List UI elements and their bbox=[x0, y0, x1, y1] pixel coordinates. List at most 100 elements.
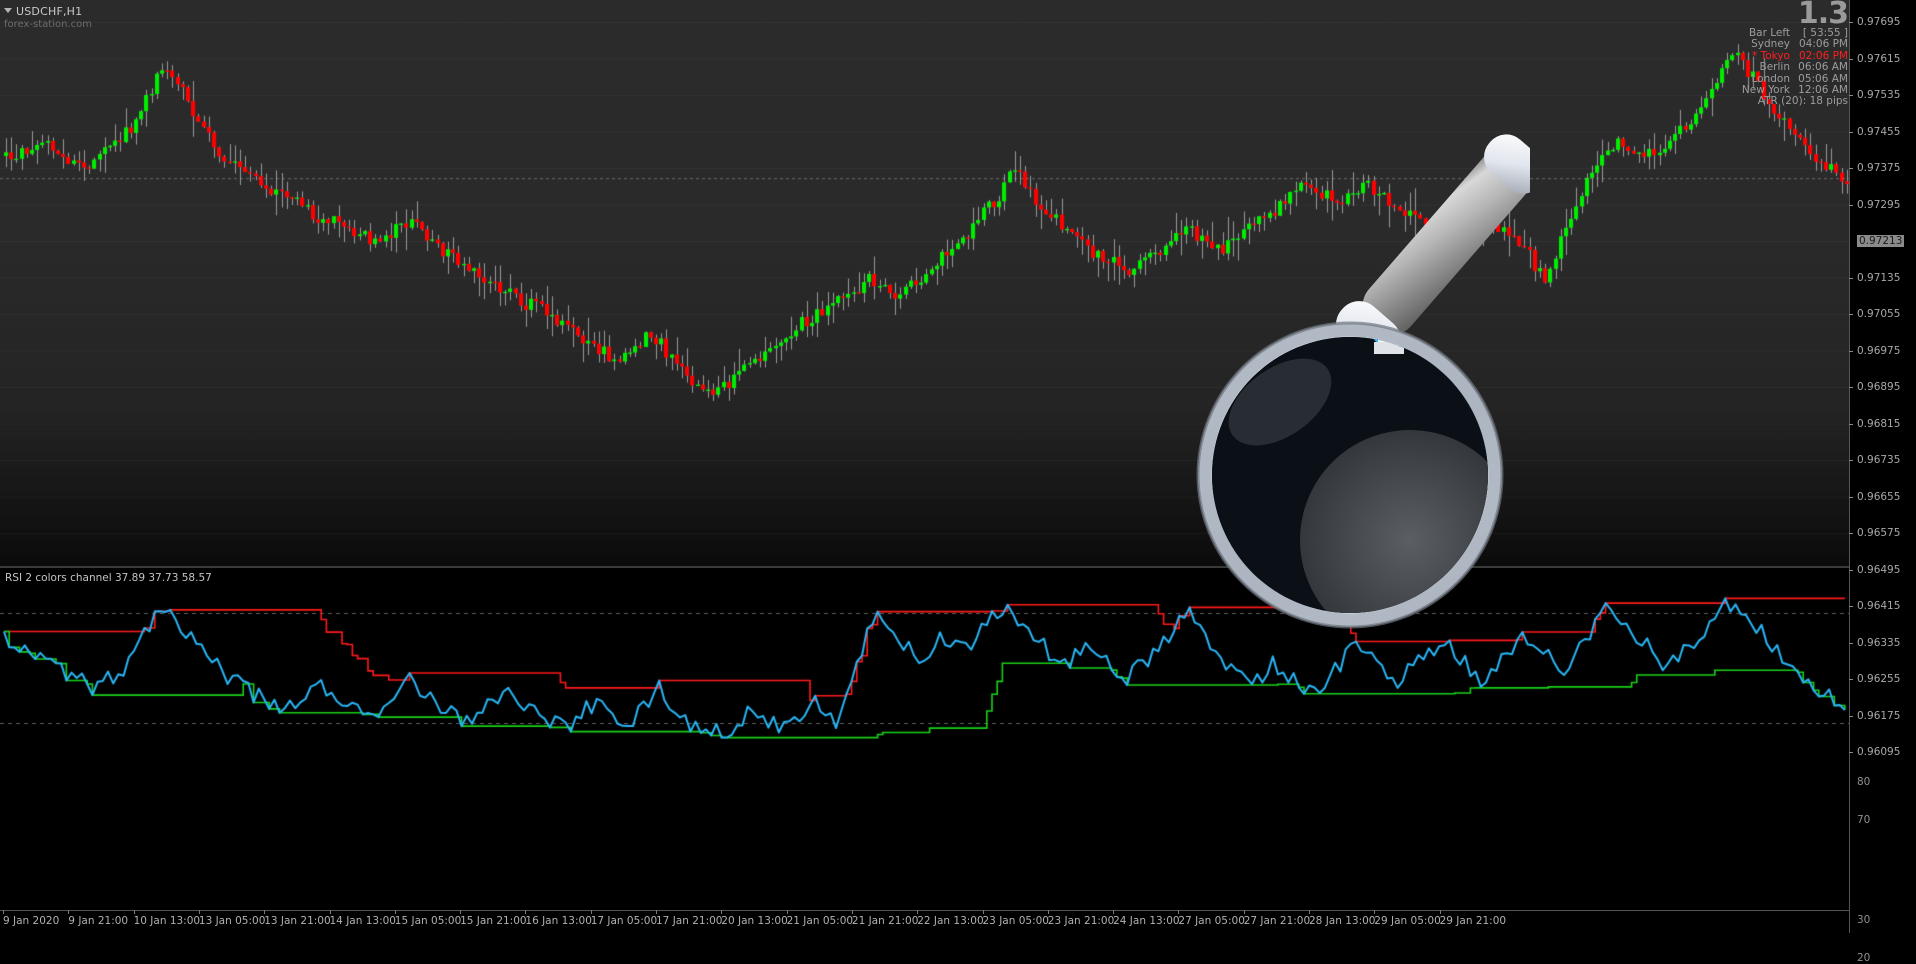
tick-mark bbox=[1309, 910, 1310, 914]
price-tick: 0.96335 bbox=[1849, 637, 1900, 649]
atr-row: ATR (20): 18 pips bbox=[1757, 95, 1848, 108]
indicator-tick: 70 bbox=[1857, 814, 1871, 826]
tick-mark bbox=[1849, 387, 1853, 388]
tick-mark bbox=[1849, 314, 1853, 315]
price-tick: 0.96815 bbox=[1849, 418, 1900, 430]
price-label: 0.96495 bbox=[1857, 563, 1901, 576]
session-label: Berlin bbox=[1759, 61, 1790, 74]
tick-mark bbox=[394, 910, 396, 914]
tick-mark bbox=[198, 910, 200, 914]
price-chart-panel[interactable]: USDCHF,H1 forex-station.com bbox=[0, 0, 1849, 567]
tick-mark bbox=[1849, 350, 1853, 352]
price-tick: 0.96655 bbox=[1849, 490, 1901, 503]
price-label: 0.97055 bbox=[1857, 308, 1901, 320]
time-tick: 17 Jan 05:00 bbox=[590, 910, 657, 927]
price-tick: 0.96415 bbox=[1849, 600, 1900, 612]
price-scale[interactable]: 0.97695 0.97615 0.97535 0.97455 0.97375 0.972… bbox=[1849, 0, 1916, 772]
time-label: 10 Jan 13:00 bbox=[133, 915, 201, 927]
tick-mark bbox=[721, 910, 723, 914]
time-label: 29 Jan 05:00 bbox=[1374, 915, 1441, 927]
price-label: 0.97615 bbox=[1857, 52, 1901, 65]
price-label: 0.96975 bbox=[1857, 344, 1901, 357]
symbol-label: USDCHF,H1 bbox=[16, 5, 83, 18]
session-value: [ 53:55 ] bbox=[1802, 27, 1848, 39]
tick-mark bbox=[1849, 642, 1853, 644]
time-tick: 21 Jan 05:00 bbox=[786, 910, 854, 927]
tick-mark bbox=[1849, 204, 1853, 206]
price-label: 0.97455 bbox=[1857, 125, 1901, 138]
time-tick: 28 Jan 13:00 bbox=[1309, 910, 1375, 927]
price-tick: 0.97535 bbox=[1849, 89, 1900, 101]
session-value: 05:06 AM bbox=[1798, 72, 1848, 85]
session-row-tokyo: * Tokyo 02:06 PM bbox=[1734, 49, 1848, 62]
session-row-barleft: Bar Left [ 53:55 ] bbox=[1734, 27, 1848, 39]
time-label: 21 Jan 05:00 bbox=[786, 915, 854, 927]
time-tick: 13 Jan 21:00 bbox=[264, 910, 331, 927]
tick-mark bbox=[1849, 58, 1853, 60]
time-tick: 23 Jan 05:00 bbox=[982, 910, 1049, 927]
time-label: 23 Jan 05:00 bbox=[982, 915, 1049, 927]
session-value: 06:06 AM bbox=[1798, 61, 1848, 74]
time-tick: 9 Jan 2020 bbox=[3, 910, 60, 927]
tick-mark bbox=[1849, 679, 1853, 680]
indicator-scale: 80 70 30 20 bbox=[1849, 772, 1916, 964]
tick-mark bbox=[1178, 910, 1180, 914]
tick-mark bbox=[68, 910, 70, 914]
tick-mark bbox=[1439, 910, 1441, 914]
candlestick-canvas[interactable] bbox=[0, 0, 1849, 566]
indicator-tick: 20 bbox=[1857, 952, 1871, 964]
tick-mark bbox=[133, 910, 135, 914]
price-tick: 0.96095 bbox=[1849, 746, 1901, 758]
price-label: 0.97135 bbox=[1857, 271, 1901, 284]
time-label: 29 Jan 21:00 bbox=[1439, 915, 1507, 927]
price-tick: 0.96975 bbox=[1849, 344, 1901, 357]
tick-mark bbox=[1849, 241, 1853, 242]
tick-mark bbox=[1047, 910, 1049, 914]
tick-mark bbox=[1849, 423, 1853, 425]
price-label: 0.96255 bbox=[1857, 673, 1901, 685]
session-value: 02:06 PM bbox=[1799, 49, 1848, 62]
time-tick: 24 Jan 13:00 bbox=[1113, 910, 1180, 927]
time-label: 15 Jan 05:00 bbox=[394, 915, 462, 927]
tick-mark bbox=[1849, 715, 1853, 717]
price-label: 0.96655 bbox=[1857, 490, 1901, 503]
scale-divider bbox=[1849, 772, 1850, 933]
time-label: 20 Jan 13:00 bbox=[721, 915, 788, 927]
price-label: 0.97695 bbox=[1857, 16, 1901, 28]
price-label: 0.97213 bbox=[1857, 235, 1905, 247]
tick-mark bbox=[1849, 277, 1853, 279]
session-rows: Bar Left [ 53:55 ] Sydney 04:06 PM * Tokyo 02… bbox=[1734, 27, 1848, 97]
time-label: 27 Jan 21:00 bbox=[1243, 915, 1311, 927]
price-label: 0.96095 bbox=[1857, 746, 1901, 758]
indicator-tick: 30 bbox=[1857, 914, 1871, 926]
tick-mark bbox=[1849, 533, 1853, 534]
time-tick: 9 Jan 21:00 bbox=[68, 910, 129, 927]
session-value: 12:06 AM bbox=[1798, 84, 1848, 97]
caret-down-icon[interactable] bbox=[4, 8, 12, 13]
tick-mark bbox=[460, 910, 462, 914]
rsi-canvas[interactable] bbox=[0, 568, 1849, 773]
time-tick: 29 Jan 05:00 bbox=[1374, 910, 1441, 927]
time-label: 9 Jan 2020 bbox=[3, 915, 60, 927]
tick-mark bbox=[1849, 168, 1853, 169]
session-row-sydney: Sydney 04:06 PM bbox=[1734, 38, 1848, 51]
time-tick: 17 Jan 21:00 bbox=[656, 910, 722, 927]
time-label: 27 Jan 05:00 bbox=[1178, 915, 1245, 927]
tick-mark bbox=[1849, 131, 1853, 133]
price-tick: 0.97695 bbox=[1849, 16, 1901, 28]
time-tick: 23 Jan 21:00 bbox=[1047, 910, 1114, 927]
tick-mark bbox=[1849, 752, 1853, 753]
price-tick: 0.96255 bbox=[1849, 673, 1901, 685]
session-value: 04:06 PM bbox=[1799, 38, 1848, 51]
price-label: 0.96735 bbox=[1857, 454, 1901, 466]
time-label: 13 Jan 21:00 bbox=[264, 915, 331, 927]
tick-mark bbox=[3, 910, 4, 914]
session-row-berlin: Berlin 06:06 AM bbox=[1734, 61, 1848, 74]
time-label: 9 Jan 21:00 bbox=[68, 915, 129, 927]
indicator-panel-rsi[interactable]: RSI 2 colors channel 37.89 37.73 58.57 bbox=[0, 567, 1849, 773]
price-tick: 0.96735 bbox=[1849, 454, 1901, 466]
symbol-tag: USDCHF,H1 forex-station.com bbox=[4, 2, 92, 30]
session-label: London bbox=[1751, 72, 1791, 85]
price-tick: 0.96495 bbox=[1849, 563, 1901, 576]
session-label: Bar Left bbox=[1748, 27, 1790, 39]
